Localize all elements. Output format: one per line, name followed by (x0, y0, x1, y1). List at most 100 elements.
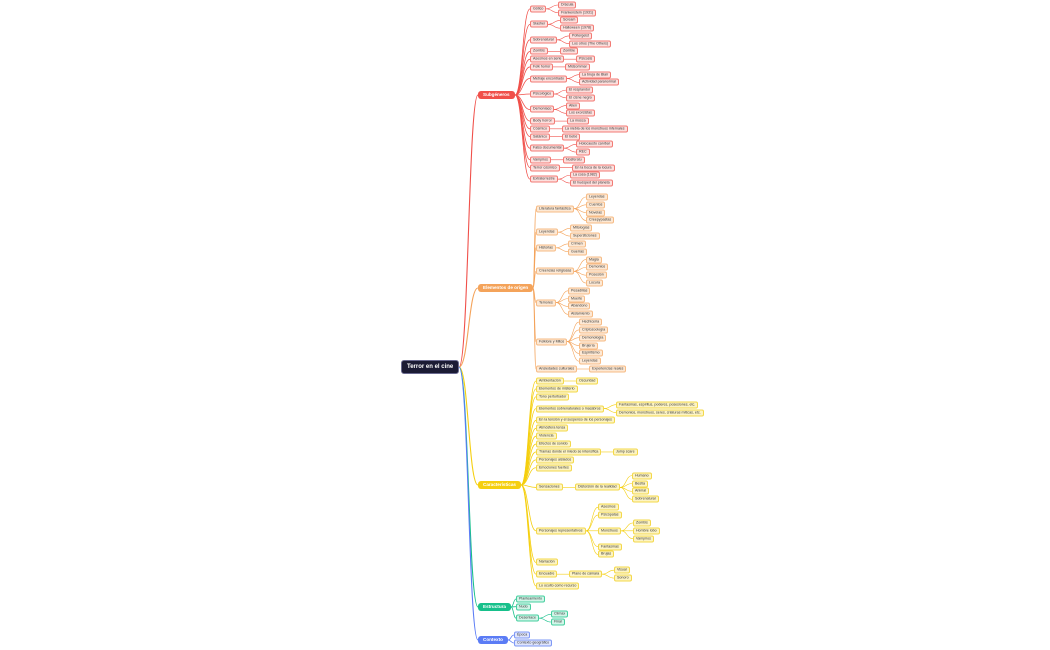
subtopic-abandono[interactable]: Abandono (568, 302, 591, 310)
topic-terror-cosmico[interactable]: Terror cósmico (530, 164, 560, 172)
subtopic-supersticiones[interactable]: Supersticiones (570, 232, 600, 240)
subtopic-crimen[interactable]: Crimen (568, 240, 586, 248)
subtopic-scream[interactable]: Scream (560, 16, 579, 24)
topic-metraje-encontrado[interactable]: Metraje encontrado (530, 75, 567, 83)
subtopic-la-mosca[interactable]: La mosca (567, 117, 589, 125)
subtopic-halloween-1978[interactable]: Halloween (1978) (560, 24, 595, 32)
subtopic-sobrenatural[interactable]: Sobrenatural (632, 495, 659, 503)
subtopic-zombie[interactable]: Zombie (560, 47, 578, 55)
topic-cosmico[interactable]: Cósmico (530, 125, 550, 133)
subtopic-planteamiento[interactable]: Planteamiento (516, 595, 545, 603)
subtopic-posesion[interactable]: Posesión (586, 271, 607, 279)
main-topic-estructura[interactable]: Estructura (478, 603, 511, 611)
subtopic-epoca[interactable]: Época (514, 631, 531, 639)
subtopic-los-otros-the-others[interactable]: Los otros (The Others) (569, 40, 612, 48)
topic-temores[interactable]: Temores (536, 299, 556, 307)
subtopic-tono-perturbador[interactable]: Tono perturbador (536, 393, 570, 401)
subtopic-frankenstein-1931[interactable]: Frankenstein (1931) (558, 9, 597, 17)
topic-zombis[interactable]: Zombis (530, 47, 548, 55)
subtopic-psicopatas[interactable]: Psicópatas (598, 511, 622, 519)
subtopic-la-cosa-1982[interactable]: La cosa (1982) (570, 171, 600, 179)
subtopic-magia[interactable]: Magia (586, 256, 602, 264)
subtopic-alien[interactable]: Alien (566, 102, 580, 110)
subtopic-midsommar[interactable]: Midsommar (565, 63, 590, 71)
subtopic-cuentos[interactable]: Cuentos (586, 201, 606, 209)
topic-psicologico[interactable]: Psicológico (530, 90, 555, 98)
subtopic-nudo[interactable]: Nudo (516, 603, 531, 611)
topic-sobrenatural[interactable]: Sobrenatural (530, 36, 557, 44)
subtopic-aislamiento[interactable]: Aislamiento (568, 310, 593, 318)
subtopic-dracula[interactable]: Drácula (558, 1, 577, 9)
topic-distorsion-de-la-realidad[interactable]: Distorsión de la realidad (575, 483, 620, 491)
subtopic-pesadillas[interactable]: Pesadillas (568, 287, 591, 295)
subtopic-criptozoologia[interactable]: Criptozoología (579, 326, 609, 334)
topic-ansiedades-culturales[interactable]: Ansiedades culturales (536, 365, 578, 373)
topic-folklore-y-mitos[interactable]: Folklore y Mitos (536, 338, 568, 346)
subtopic-emociones-fuertes[interactable]: Emociones fuertes (536, 464, 572, 472)
subtopic-actividad-paranormal[interactable]: Actividad paranormal (579, 78, 619, 86)
topic-monstruos[interactable]: Monstruos (598, 527, 621, 535)
topic-tramas-donde-el-miedo-se-inten[interactable]: Tramas donde el miedo se intensifica (536, 448, 602, 456)
subtopic-mitologias[interactable]: Mitologías (570, 224, 593, 232)
subtopic-visual[interactable]: Visual (614, 566, 630, 574)
topic-extraterrestre[interactable]: Extraterrestre (530, 175, 558, 183)
subtopic-nosferatu[interactable]: Nosferatu (563, 156, 585, 164)
subtopic-final[interactable]: Final (551, 618, 565, 626)
root-topic[interactable]: Terror en el cine (401, 360, 460, 374)
subtopic-muerte[interactable]: Muerte (568, 295, 586, 303)
subtopic-sonoro[interactable]: Sonoro (614, 574, 632, 582)
subtopic-asesinos[interactable]: Asesinos (598, 503, 619, 511)
subtopic-elementos-de-misterio[interactable]: Elementos de misterio (536, 385, 578, 393)
subtopic-fantasmas-espiritus-poderes-po[interactable]: Fantasmas, espíritus, poderes, posesione… (616, 401, 699, 409)
subtopic-el-cisne-negro[interactable]: El cisne negro (566, 94, 595, 102)
subtopic-en-la-tension-y-el-suspenso-de[interactable]: En la tensión y el suspenso de los perso… (536, 416, 615, 424)
subtopic-narracion[interactable]: Narración (536, 558, 558, 566)
subtopic-poltergeist[interactable]: Poltergeist (569, 32, 592, 40)
subtopic-fantasmas[interactable]: Fantasmas (598, 543, 622, 551)
subtopic-guerras[interactable]: Guerras (568, 248, 587, 256)
subtopic-demonios-monstruos-seres-criat[interactable]: Demonios, monstruos, seres, criaturas mí… (616, 409, 704, 417)
subtopic-vampiros[interactable]: Vampiros (633, 535, 654, 543)
topic-asesinos-en-serie[interactable]: Asesinos en serie (530, 55, 565, 63)
topic-plano-de-camara[interactable]: Plano de cámara (569, 570, 603, 578)
main-topic-elementos-de-origen[interactable]: Elementos de origen (478, 284, 534, 292)
subtopic-en-la-boca-de-la-locura[interactable]: En la boca de la locura (572, 164, 615, 172)
topic-elementos-sobrenaturales-o-mac[interactable]: Elementos sobrenaturales o macabros (536, 405, 604, 413)
topic-body-horror[interactable]: Body horror (530, 117, 555, 125)
topic-literatura-fantastica[interactable]: Literatura fantástica (536, 205, 574, 213)
subtopic-los-exorcistas[interactable]: Los exorcistas (566, 109, 595, 117)
topic-folk-horror[interactable]: Folk horror (530, 63, 554, 71)
subtopic-el-huesped-del-planeta[interactable]: El huésped del planeta (570, 179, 613, 187)
subtopic-experiencias-reales[interactable]: Experiencias reales (589, 365, 627, 373)
main-topic-subgeneros[interactable]: Subgéneros (478, 91, 515, 99)
subtopic-contexto-geografico[interactable]: Contexto geográfico (514, 639, 553, 647)
subtopic-demonios[interactable]: Demonios (586, 263, 609, 271)
subtopic-la-niebla-de-los-monstruos-inf[interactable]: La niebla de los monstruos infernales (562, 125, 628, 133)
main-topic-contexto[interactable]: Contexto (478, 636, 508, 644)
topic-gotico[interactable]: Gótico (530, 5, 547, 13)
topic-encuadre[interactable]: Encuadre (536, 570, 558, 578)
topic-leyendas[interactable]: Leyendas (536, 228, 558, 236)
subtopic-la-bruja-de-blair[interactable]: La bruja de Blair (579, 71, 612, 79)
topic-falso-documental[interactable]: Falso documental (530, 144, 565, 152)
topic-desenlace[interactable]: Desenlace (516, 614, 539, 622)
topic-satanico[interactable]: Satánico (530, 133, 550, 141)
subtopic-animal[interactable]: Animal (632, 487, 649, 495)
subtopic-humano[interactable]: Humano (632, 472, 652, 480)
subtopic-oscuridad[interactable]: Oscuridad (576, 377, 599, 385)
subtopic-violencia[interactable]: Violencia (536, 432, 557, 440)
topic-personajes-representativos[interactable]: Personajes representativos (536, 527, 586, 535)
subtopic-brujeria[interactable]: Brujería (579, 342, 598, 350)
subtopic-atmosfera-tensa[interactable]: Atmósfera tensa (536, 424, 569, 432)
main-topic-caracteristicas[interactable]: Características (478, 481, 521, 489)
subtopic-personajes-aislados[interactable]: Personajes aislados (536, 456, 575, 464)
topic-demoniaco[interactable]: Demoníaco (530, 105, 555, 113)
subtopic-novelas[interactable]: Novelas (586, 209, 605, 217)
subtopic-jump-scare[interactable]: Jump scare (613, 448, 638, 456)
topic-creencias-religiosas[interactable]: Creencias religiosas (536, 267, 575, 275)
subtopic-psicosis[interactable]: Psicosis (576, 55, 596, 63)
topic-sensaciones[interactable]: Sensaciones (536, 483, 563, 491)
subtopic-hechiceria[interactable]: Hechicería (579, 318, 603, 326)
subtopic-rec[interactable]: REC (576, 148, 590, 156)
subtopic-leyendas[interactable]: Leyendas (579, 357, 601, 365)
